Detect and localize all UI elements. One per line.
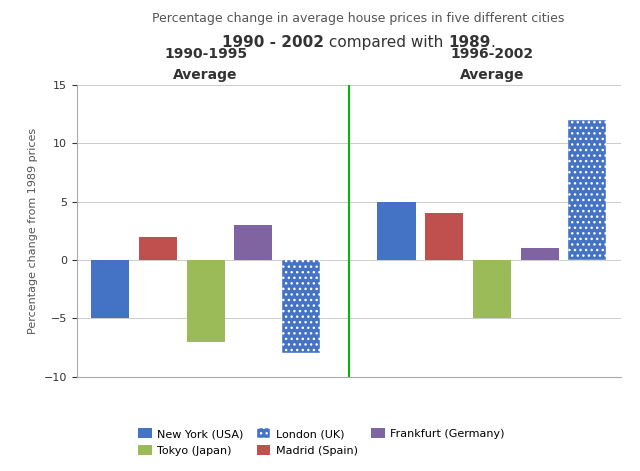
Bar [186, 260, 225, 342]
Bar [520, 248, 559, 260]
Bar [139, 236, 177, 260]
Y-axis label: Percentage change from 1989 prices: Percentage change from 1989 prices [28, 128, 38, 334]
Text: 1990 - 2002: 1990 - 2002 [221, 35, 324, 50]
Text: 1989: 1989 [448, 35, 490, 50]
Text: 1990-1995: 1990-1995 [164, 48, 247, 61]
Bar [378, 202, 415, 260]
Text: .: . [490, 35, 495, 50]
Text: Percentage change in average house prices in five different cities: Percentage change in average house price… [152, 12, 564, 25]
Text: compared with: compared with [324, 35, 448, 50]
Bar [91, 260, 129, 318]
Bar [568, 120, 607, 260]
Legend: New York (USA), Tokyo (Japan), London (UK), Madrid (Spain), Frankfurt (Germany): New York (USA), Tokyo (Japan), London (U… [135, 425, 508, 459]
Text: Average: Average [460, 68, 524, 82]
Bar [473, 260, 511, 318]
Bar [234, 225, 273, 260]
Bar [425, 213, 463, 260]
Text: Average: Average [173, 68, 238, 82]
Bar [282, 260, 320, 353]
Text: 1996-2002: 1996-2002 [451, 48, 534, 61]
